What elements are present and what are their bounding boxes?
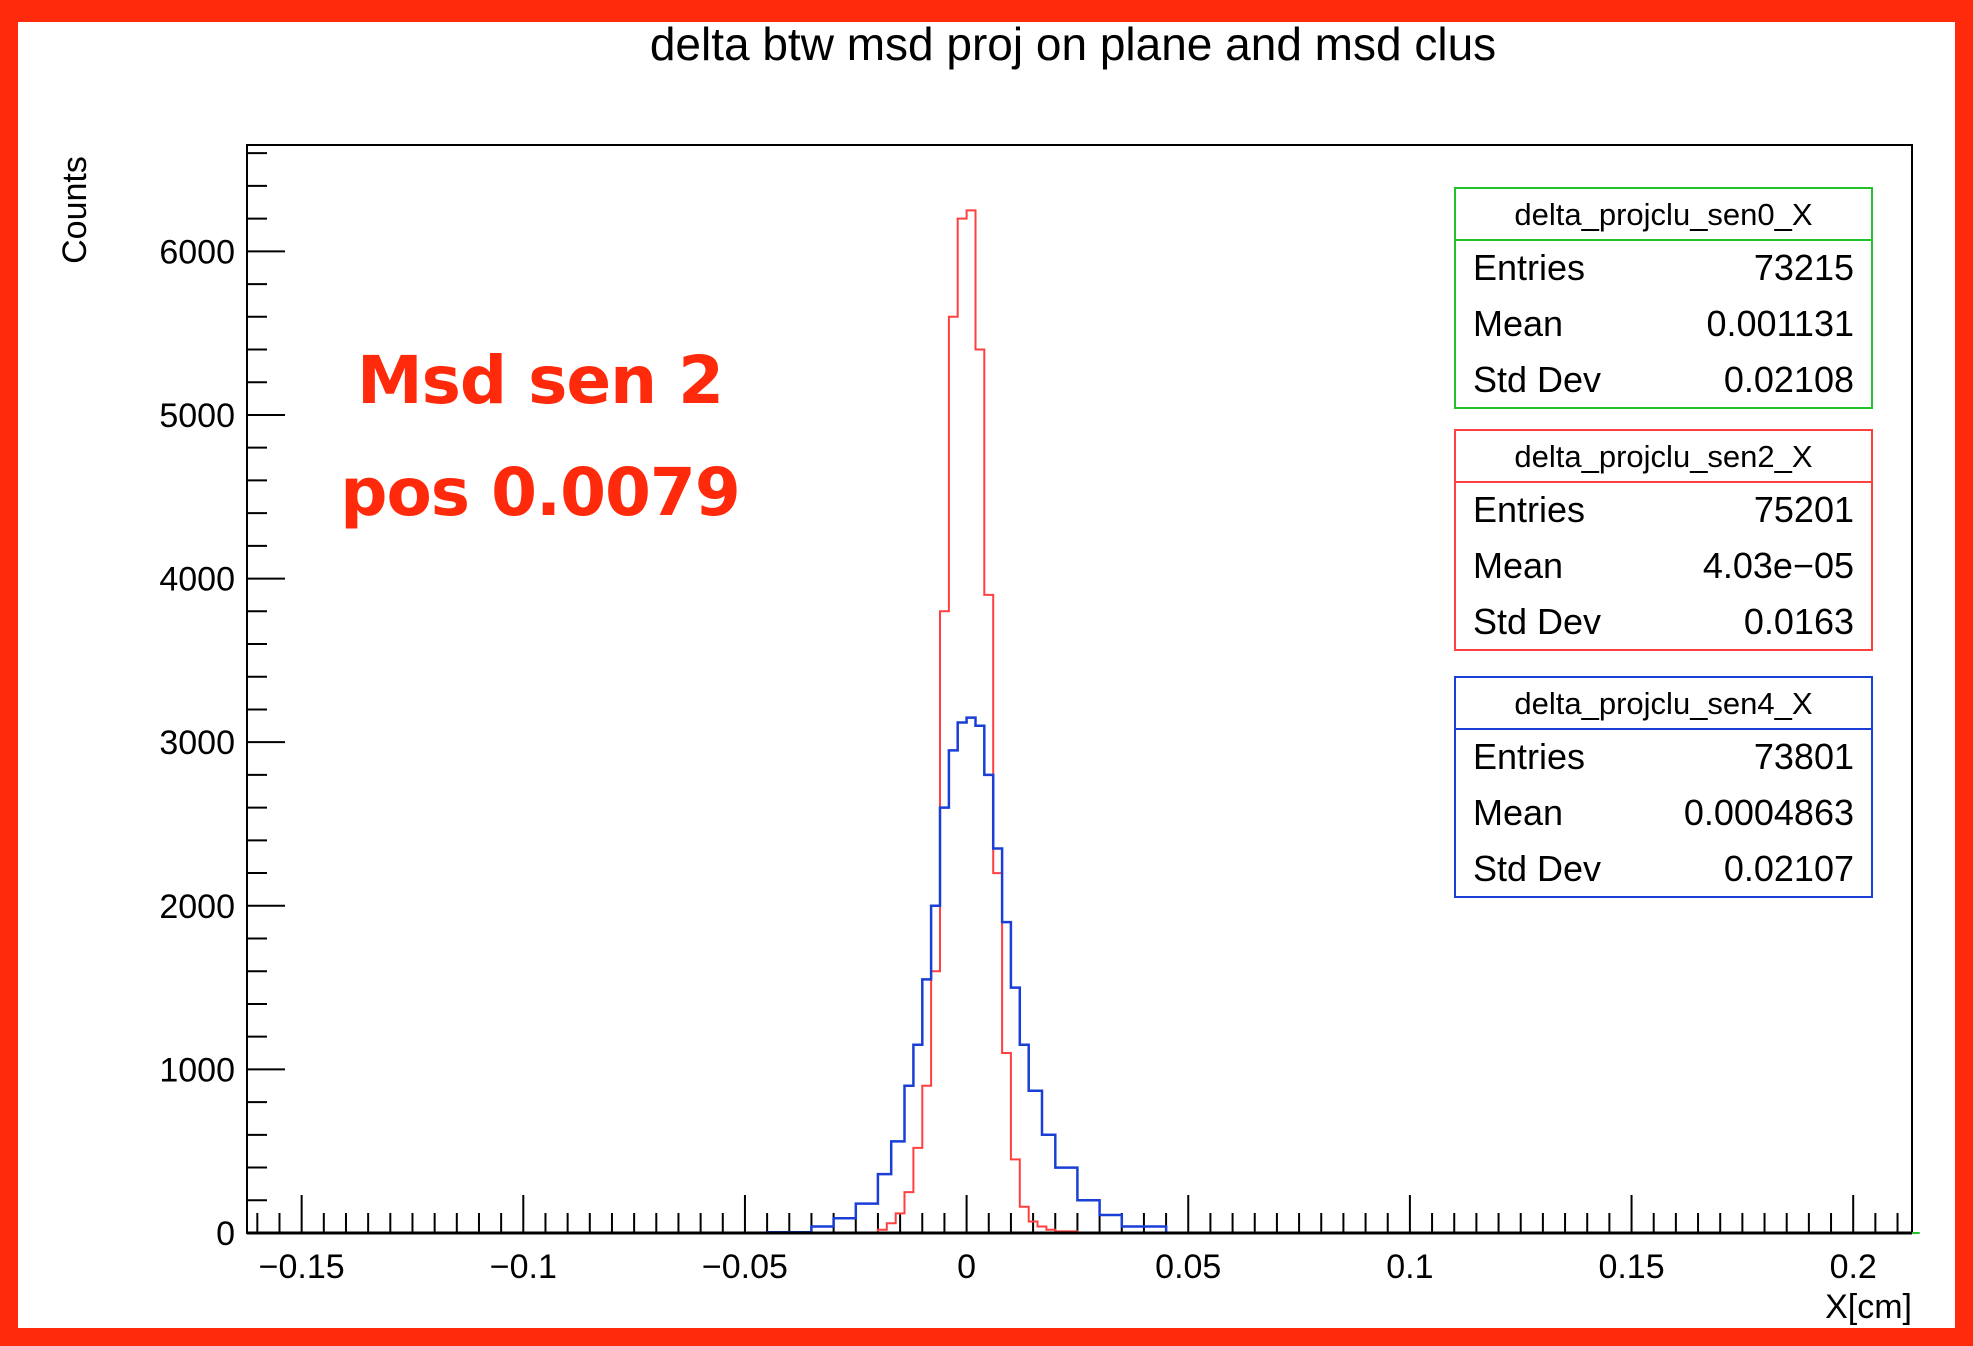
stats-row-label: Mean: [1473, 792, 1563, 833]
stats-box-delta_projclu_sen2_X: delta_projclu_sen2_X Entries 75201 Mean 4.03…: [1454, 429, 1873, 651]
y-tick-label: 0: [216, 1215, 235, 1253]
y-tick-label: 3000: [159, 724, 235, 762]
stats-box-title: delta_projclu_sen4_X: [1514, 686, 1812, 721]
stats-row-value: 4.03e−05: [1703, 545, 1854, 586]
y-tick-label: 1000: [159, 1051, 235, 1089]
chart-title: delta btw msd proj on plane and msd clus: [650, 18, 1496, 70]
stats-box-delta_projclu_sen4_X: delta_projclu_sen4_X Entries 73801 Mean 0.00…: [1454, 676, 1873, 898]
x-tick-labels: −0.15 −0.1 −0.05 0 0.05 0.1 0.15 0.2: [259, 1248, 1877, 1286]
stats-row-value: 73801: [1754, 736, 1854, 777]
stats-box-title: delta_projclu_sen2_X: [1514, 439, 1812, 474]
stats-row-label: Mean: [1473, 545, 1563, 586]
stats-row-label: Entries: [1473, 736, 1585, 777]
stats-box-border: [1454, 187, 1873, 409]
x-tick-label: 0: [957, 1248, 976, 1286]
x-tick-label: 0.1: [1386, 1248, 1433, 1286]
x-axis-label: X[cm]: [1825, 1288, 1912, 1326]
stats-row-value: 75201: [1754, 489, 1854, 530]
stats-row-label: Std Dev: [1473, 848, 1601, 889]
x-tick-label: 0.05: [1155, 1248, 1221, 1286]
stats-row-label: Entries: [1473, 489, 1585, 530]
annotation-line-2: pos 0.0079: [340, 454, 741, 531]
series-delta_projclu_sen2_X: [855, 209, 1079, 1234]
x-tick-label: −0.15: [259, 1248, 345, 1286]
y-tick-label: 4000: [159, 561, 235, 599]
y-tick-label: 6000: [159, 233, 235, 271]
y-tick-labels: 0 1000 2000 3000 4000 5000 6000: [159, 233, 235, 1253]
x-tick-label: −0.05: [702, 1248, 788, 1286]
stats-box-title: delta_projclu_sen0_X: [1514, 197, 1812, 232]
stats-row-value: 0.02107: [1724, 848, 1854, 889]
annotation-text: Msd sen 2 pos 0.0079: [280, 325, 800, 549]
stats-row-label: Mean: [1473, 303, 1563, 344]
stats-box-border: [1454, 676, 1873, 898]
stats-boxes: delta_projclu_sen0_X Entries 73215 Mean 0.00…: [1454, 187, 1873, 898]
stats-row-value: 0.0004863: [1684, 792, 1854, 833]
stats-row-label: Entries: [1473, 247, 1585, 288]
stats-row-label: Std Dev: [1473, 601, 1601, 642]
stats-box-border: [1454, 429, 1873, 651]
stats-row-value: 0.0163: [1744, 601, 1854, 642]
x-tick-label: 0.15: [1598, 1248, 1664, 1286]
stats-row-value: 0.02108: [1724, 359, 1854, 400]
series-delta_projclu_sen4_X: [765, 716, 1168, 1234]
stats-row-value: 73215: [1754, 247, 1854, 288]
histogram-series: [247, 209, 1920, 1235]
annotation-line-1: Msd sen 2: [356, 342, 724, 419]
x-tick-label: −0.1: [490, 1248, 557, 1286]
x-tick-label: 0.2: [1830, 1248, 1877, 1286]
y-axis-label: Counts: [56, 156, 94, 264]
stats-row-value: 0.001131: [1707, 303, 1854, 344]
y-tick-label: 2000: [159, 888, 235, 926]
y-tick-label: 5000: [159, 397, 235, 435]
stats-box-delta_projclu_sen0_X: delta_projclu_sen0_X Entries 73215 Mean 0.00…: [1454, 187, 1873, 409]
stats-row-label: Std Dev: [1473, 359, 1601, 400]
